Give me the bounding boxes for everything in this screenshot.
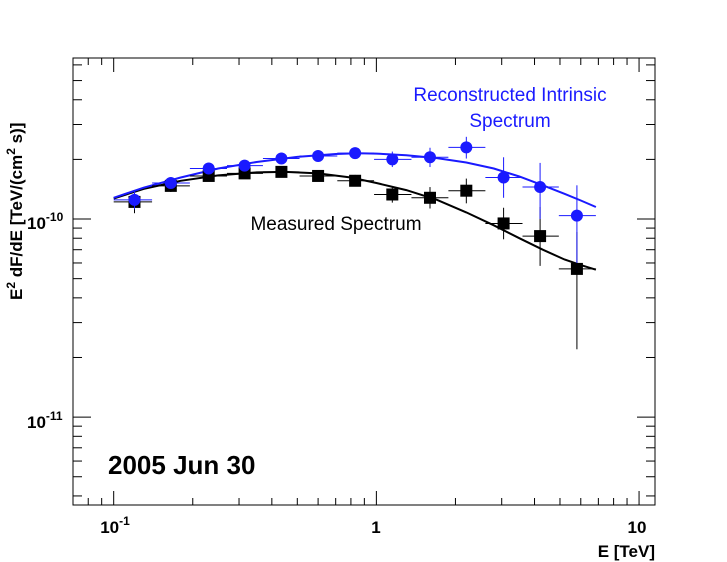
intrinsic-point-6 xyxy=(337,147,375,160)
data-points xyxy=(113,136,596,350)
intrinsic-marker xyxy=(570,209,583,222)
measured-marker xyxy=(423,191,436,204)
intrinsic-marker xyxy=(349,147,362,160)
measured-point-10 xyxy=(485,207,523,240)
intrinsic-point-7 xyxy=(374,151,412,168)
y-axis-title: E2 dF/dE [TeV/(cm2 s)] xyxy=(4,123,26,300)
intrinsic-marker xyxy=(312,150,325,163)
intrinsic-point-10 xyxy=(485,157,523,198)
intrinsic-marker xyxy=(275,152,288,165)
y-tick-label-1e-10: 10-10 xyxy=(27,210,64,233)
measured-marker xyxy=(460,184,473,197)
intrinsic-marker xyxy=(164,177,177,190)
measured-marker xyxy=(312,169,325,182)
measured-marker xyxy=(275,165,288,178)
measured-marker xyxy=(534,230,547,243)
intrinsic-point-9 xyxy=(448,136,486,159)
measured-spectrum-label: Measured Spectrum xyxy=(250,214,421,235)
y-tick-labels: 10-11 10-10 xyxy=(27,210,64,432)
x-tick-label-10: 10 xyxy=(628,518,647,537)
intrinsic-point-11 xyxy=(522,162,559,220)
axis-ticks xyxy=(72,58,655,505)
intrinsic-marker xyxy=(460,141,473,154)
intrinsic-point-3 xyxy=(227,159,263,172)
intrinsic-point-0 xyxy=(113,191,153,210)
intrinsic-marker xyxy=(534,181,547,194)
measured-point-6 xyxy=(337,174,375,187)
measured-point-4 xyxy=(262,165,300,178)
measured-point-12 xyxy=(558,232,596,350)
x-tick-labels: 10-1 1 10 xyxy=(100,514,646,537)
intrinsic-point-8 xyxy=(411,147,449,168)
intrinsic-point-5 xyxy=(299,150,338,163)
measured-marker xyxy=(570,262,583,275)
measured-point-5 xyxy=(299,169,338,182)
measured-marker xyxy=(386,188,399,201)
x-axis-title: E [TeV] xyxy=(598,542,655,561)
x-tick-label-0.1: 10-1 xyxy=(100,514,130,537)
y-tick-label-1e-11: 10-11 xyxy=(27,409,63,432)
intrinsic-point-2 xyxy=(189,162,228,175)
measured-point-9 xyxy=(448,178,486,204)
intrinsic-marker xyxy=(202,162,215,175)
x-tick-label-1: 1 xyxy=(371,518,380,537)
intrinsic-marker xyxy=(423,151,436,164)
intrinsic-spectrum-label: Reconstructed Intrinsic xyxy=(413,85,606,106)
plot-frame xyxy=(72,57,656,506)
intrinsic-marker xyxy=(386,153,399,166)
intrinsic-spectrum-label-line2: Spectrum xyxy=(469,111,550,132)
intrinsic-marker xyxy=(497,171,510,184)
intrinsic-point-1 xyxy=(152,177,190,190)
measured-marker xyxy=(497,217,510,230)
measured-point-7 xyxy=(374,186,412,203)
intrinsic-marker xyxy=(238,159,251,172)
measured-point-8 xyxy=(411,187,449,209)
intrinsic-point-4 xyxy=(262,152,300,165)
date-label: 2005 Jun 30 xyxy=(108,450,255,480)
intrinsic-point-12 xyxy=(558,185,596,263)
intrinsic-marker xyxy=(128,193,141,206)
measured-marker xyxy=(349,174,362,187)
